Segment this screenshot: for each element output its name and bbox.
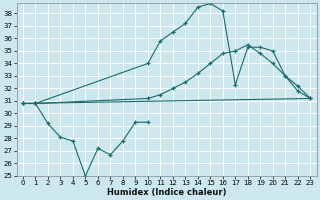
X-axis label: Humidex (Indice chaleur): Humidex (Indice chaleur) xyxy=(107,188,226,197)
